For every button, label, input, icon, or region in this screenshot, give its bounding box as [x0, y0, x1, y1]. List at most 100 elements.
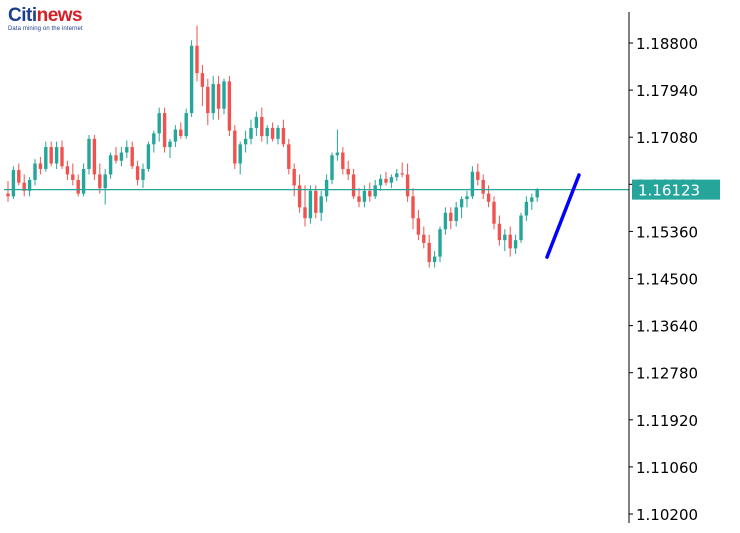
- candle: [422, 226, 426, 249]
- candle-body: [125, 147, 129, 153]
- candle-body: [103, 174, 107, 189]
- candle-body: [179, 129, 183, 137]
- candle-body: [287, 144, 291, 169]
- candle: [71, 163, 75, 186]
- candle-body: [449, 212, 453, 221]
- candle-body: [384, 178, 388, 183]
- candle: [486, 185, 491, 208]
- candle: [389, 174, 394, 189]
- candle: [260, 107, 264, 142]
- candle-body: [6, 193, 10, 197]
- candle: [303, 185, 307, 227]
- candle: [524, 196, 529, 221]
- candle: [497, 215, 502, 246]
- candle-body: [27, 179, 32, 191]
- candle-body: [141, 168, 145, 180]
- candle-body: [422, 234, 426, 243]
- candle: [17, 163, 21, 186]
- candle-body: [362, 190, 367, 202]
- candle-body: [481, 179, 485, 194]
- candle-body: [157, 113, 161, 134]
- candle: [454, 201, 458, 227]
- candle-body: [11, 170, 16, 197]
- candle-body: [459, 199, 464, 208]
- candle-body: [368, 190, 372, 197]
- candle: [308, 185, 313, 224]
- candle-body: [513, 240, 518, 249]
- current-price-label: 1.16123: [632, 179, 720, 200]
- candle: [470, 166, 475, 200]
- candle-body: [206, 86, 210, 114]
- candle: [114, 147, 118, 164]
- candle-body: [297, 185, 302, 208]
- candle: [211, 75, 215, 120]
- candle-body: [508, 234, 512, 249]
- candle: [135, 160, 140, 186]
- candle: [87, 135, 91, 175]
- candle-body: [233, 130, 237, 164]
- candle-body: [465, 196, 469, 200]
- candle-body: [195, 45, 199, 74]
- candle: [227, 75, 232, 137]
- candle-body: [168, 141, 172, 148]
- candles-layer: [6, 25, 539, 268]
- candle: [65, 160, 70, 180]
- axis-tick-label: 1.13640: [636, 318, 698, 336]
- candle-body: [373, 185, 377, 197]
- candle: [11, 166, 16, 200]
- candle: [449, 207, 453, 230]
- candle: [438, 226, 442, 263]
- candle: [98, 163, 102, 194]
- logo-wordmark: Citinews: [8, 6, 83, 25]
- candle-body: [200, 73, 205, 87]
- candle: [60, 140, 64, 169]
- candle-body: [92, 138, 97, 175]
- candle: [108, 152, 113, 179]
- candle: [222, 78, 226, 115]
- candle: [465, 190, 469, 208]
- candle-body: [276, 127, 280, 139]
- candle-body: [108, 155, 113, 175]
- candle: [27, 177, 32, 197]
- candle: [508, 226, 512, 257]
- axis-tick-label: 1.15360: [636, 223, 698, 241]
- candle-body: [476, 171, 480, 180]
- candle-body: [308, 190, 313, 219]
- axis-tick-label: 1.17080: [636, 129, 698, 147]
- candle: [184, 108, 188, 139]
- candle: [292, 163, 296, 197]
- candle-body: [249, 127, 253, 139]
- axis-tick-label: 1.11920: [636, 412, 698, 430]
- candle-body: [378, 178, 383, 186]
- candle: [92, 135, 97, 180]
- candle: [492, 196, 496, 230]
- candle: [38, 156, 43, 175]
- candle: [249, 119, 253, 145]
- candle-body: [400, 173, 404, 175]
- axis-tick-label: 1.12780: [636, 365, 698, 383]
- candle-body: [335, 152, 340, 156]
- candle-body: [454, 207, 458, 221]
- candle: [276, 125, 280, 145]
- candle: [22, 174, 26, 197]
- candle-body: [292, 168, 296, 186]
- citinews-logo: Citinews Data mining on the internet: [8, 6, 83, 32]
- candle-body: [486, 193, 491, 202]
- candle: [44, 141, 48, 172]
- candle: [195, 25, 199, 82]
- candle-body: [254, 116, 259, 128]
- candle-body: [503, 234, 507, 241]
- candle: [400, 162, 404, 178]
- candle-body: [119, 152, 124, 161]
- candle: [243, 130, 248, 153]
- candle-body: [357, 196, 361, 202]
- candle: [130, 141, 134, 169]
- candle: [384, 171, 388, 186]
- candle-body: [71, 174, 75, 180]
- candle: [503, 229, 507, 252]
- candle-body: [303, 207, 307, 219]
- candle-body: [130, 147, 134, 167]
- candle: [443, 207, 448, 235]
- candle: [351, 168, 356, 200]
- candle-body: [162, 113, 167, 148]
